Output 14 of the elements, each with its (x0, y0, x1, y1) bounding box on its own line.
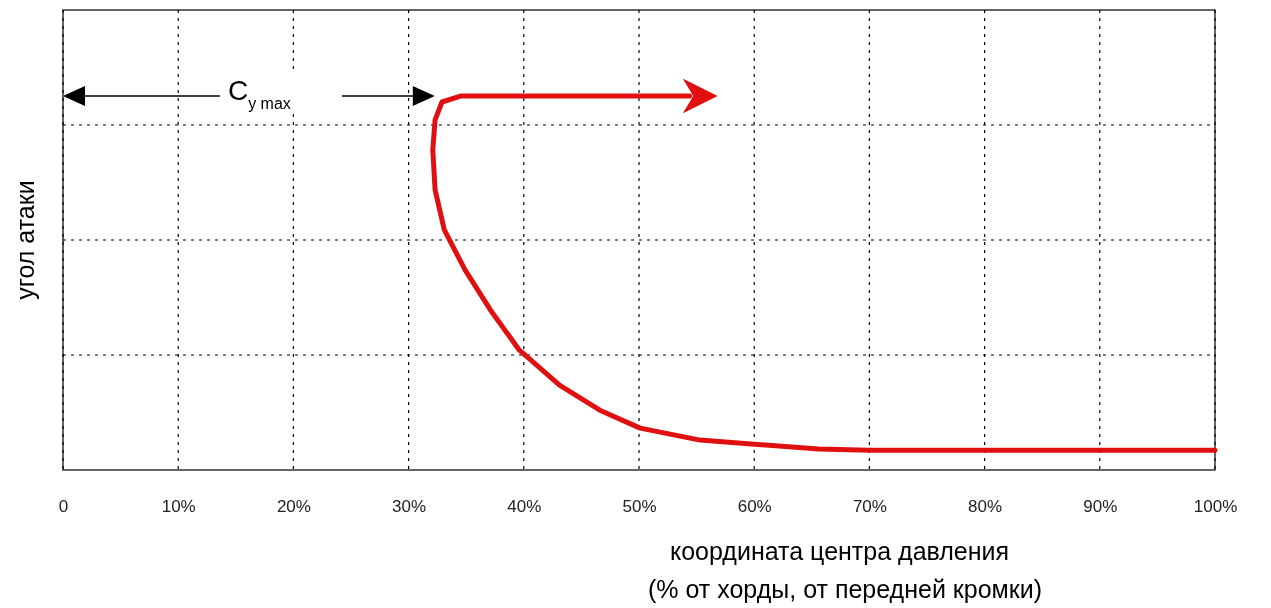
x-tick-label: 80% (968, 497, 1003, 517)
x-axis-title: координата центра давления (% от хорды, от передней кромки) (648, 537, 1042, 603)
x-tick-label: 100% (1193, 497, 1238, 517)
x-tick-label: 30% (392, 497, 427, 517)
x-tick-label: 60% (737, 497, 772, 517)
x-tick-label: 10% (161, 497, 196, 517)
y-axis-title: угол атаки (11, 180, 39, 300)
x-tick-label: 90% (1083, 497, 1118, 517)
x-tick-label: 50% (622, 497, 657, 517)
annotation: C$_{y max}$ (227, 75, 291, 112)
x-tick-label: 20% (276, 497, 311, 517)
x-tick-label: 70% (852, 497, 887, 517)
x-tick-label: 40% (507, 497, 542, 517)
x-tick-label: 0 (58, 497, 69, 517)
